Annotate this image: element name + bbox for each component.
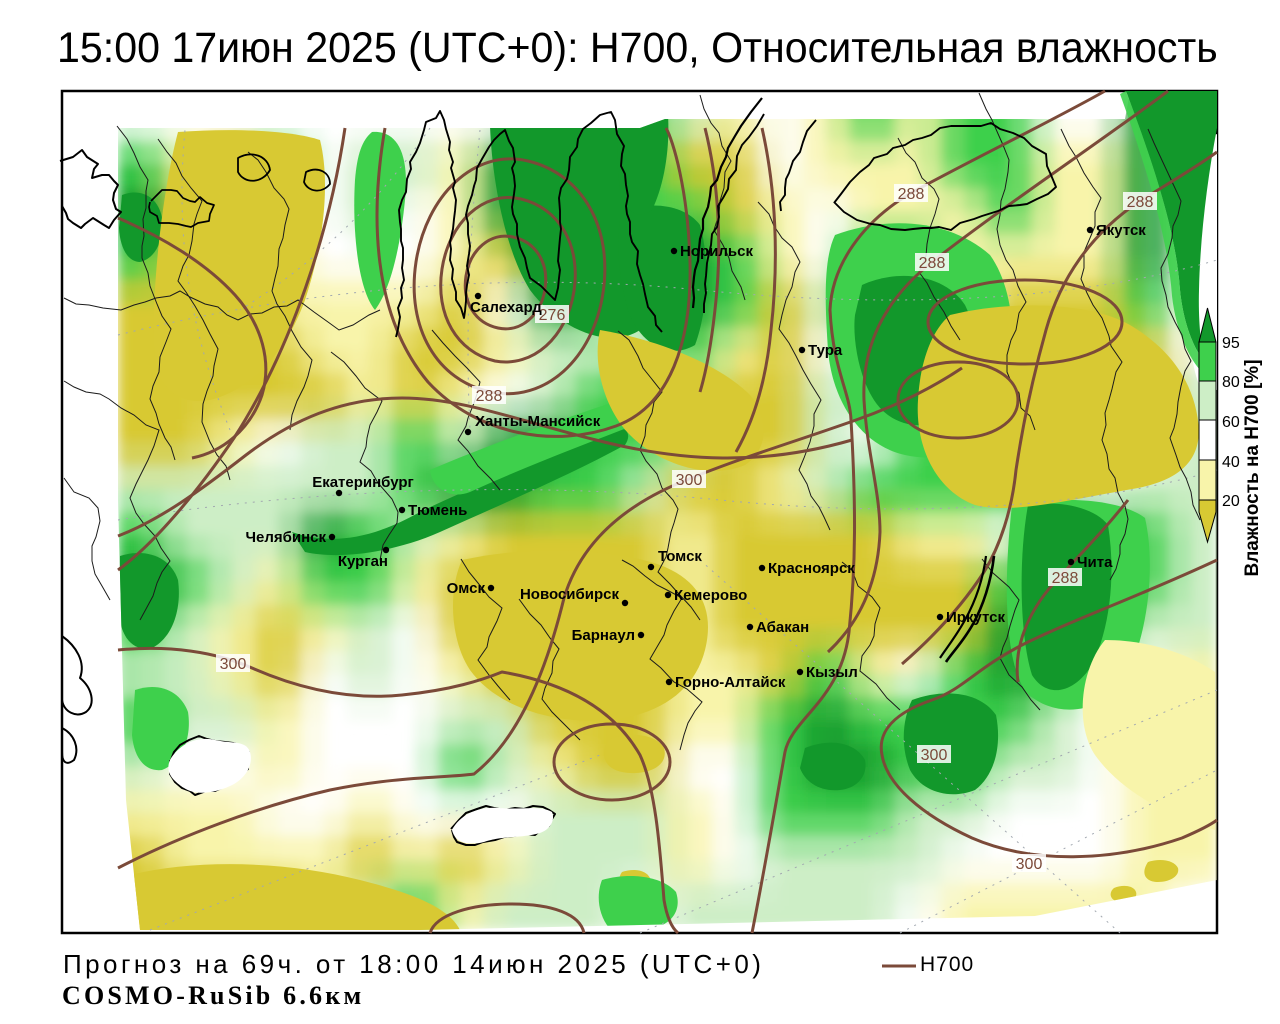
svg-text:Чита: Чита	[1077, 554, 1113, 571]
svg-text:Екатеринбург: Екатеринбург	[312, 474, 414, 491]
svg-text:Якутск: Якутск	[1096, 222, 1146, 239]
svg-text:Абакан: Абакан	[756, 619, 809, 636]
svg-text:60: 60	[1222, 414, 1240, 431]
svg-text:300: 300	[676, 472, 703, 489]
svg-text:288: 288	[919, 255, 946, 272]
svg-text:Кемерово: Кемерово	[674, 587, 747, 604]
svg-text:Горно-Алтайск: Горно-Алтайск	[675, 674, 786, 691]
svg-text:20: 20	[1222, 493, 1240, 510]
svg-text:Красноярск: Красноярск	[768, 560, 855, 577]
svg-text:300: 300	[921, 747, 948, 764]
svg-text:288: 288	[898, 186, 925, 203]
svg-text:300: 300	[1016, 856, 1043, 873]
svg-text:Барнаул: Барнаул	[572, 627, 635, 644]
svg-text:Иркутск: Иркутск	[946, 609, 1005, 626]
svg-text:288: 288	[1052, 570, 1079, 587]
svg-text:40: 40	[1222, 454, 1240, 471]
svg-text:Томск: Томск	[658, 548, 702, 565]
svg-text:Ханты-Мансийск: Ханты-Мансийск	[475, 413, 601, 430]
svg-text:300: 300	[220, 656, 247, 673]
svg-text:Тура: Тура	[808, 342, 843, 359]
svg-text:Салехард: Салехард	[470, 299, 542, 316]
svg-text:Кызыл: Кызыл	[806, 664, 858, 681]
svg-text:288: 288	[1127, 194, 1154, 211]
svg-text:Челябинск: Челябинск	[245, 529, 326, 546]
svg-text:Норильск: Норильск	[680, 243, 753, 260]
svg-text:276: 276	[539, 307, 566, 324]
svg-text:Курган: Курган	[338, 553, 388, 570]
svg-text:288: 288	[476, 388, 503, 405]
svg-text:Влажность на H700 [%]: Влажность на H700 [%]	[1242, 359, 1263, 576]
svg-text:Тюмень: Тюмень	[408, 502, 467, 519]
svg-text:Новосибирск: Новосибирск	[520, 586, 620, 603]
svg-text:95: 95	[1222, 335, 1240, 352]
svg-text:Омск: Омск	[447, 580, 486, 597]
svg-text:80: 80	[1222, 374, 1240, 391]
